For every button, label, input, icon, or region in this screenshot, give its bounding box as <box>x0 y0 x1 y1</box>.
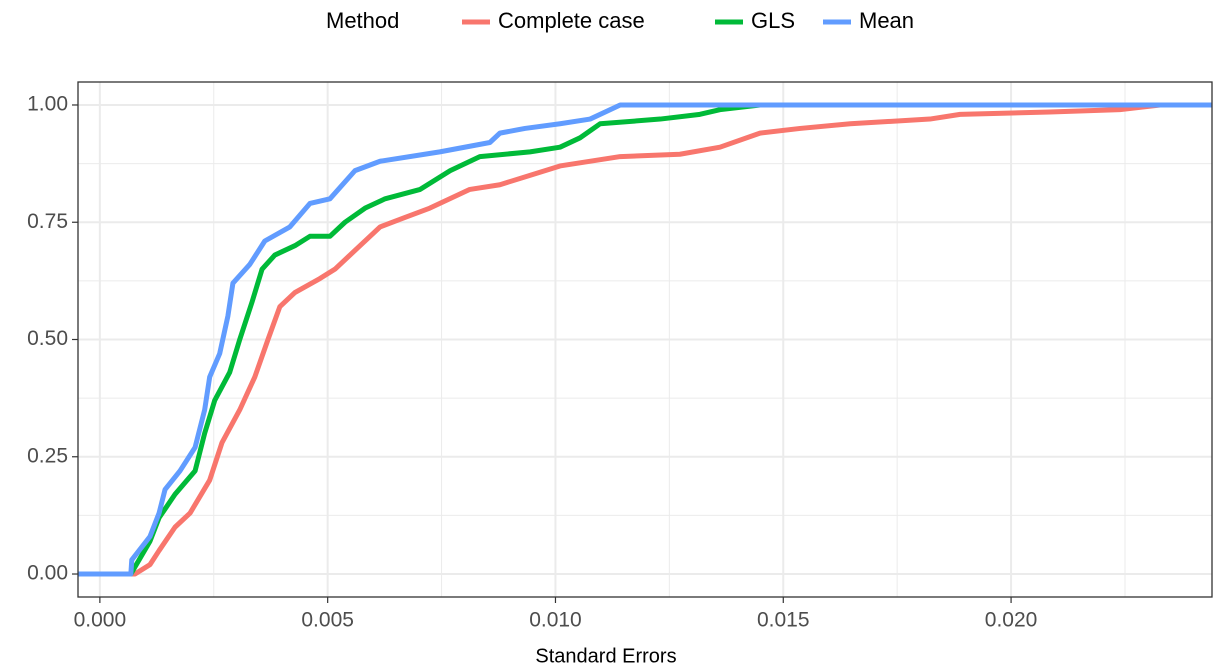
legend-label: Complete case <box>498 8 645 33</box>
x-tick-label: 0.010 <box>529 609 582 632</box>
x-axis-title: Standard Errors <box>535 645 676 667</box>
panel-border <box>77 81 1213 598</box>
y-tick-label: 0.75 <box>27 210 68 233</box>
y-tick-label: 1.00 <box>27 93 68 116</box>
ecdf-line <box>78 102 1212 577</box>
x-tick-label: 0.020 <box>985 609 1038 632</box>
x-tick-label: 0.015 <box>757 609 810 632</box>
x-tick-label: 0.005 <box>301 609 354 632</box>
legend-label: GLS <box>751 8 795 33</box>
legend-title: Method <box>326 8 399 33</box>
y-tick-label: 0.25 <box>27 444 68 467</box>
x-tick-label: 0.000 <box>74 609 127 632</box>
legend-label: Mean <box>859 8 914 33</box>
ecdf-line <box>78 102 1212 577</box>
ecdf-line <box>78 102 1212 577</box>
y-tick-label: 0.00 <box>27 562 68 585</box>
y-tick-label: 0.50 <box>27 327 68 350</box>
